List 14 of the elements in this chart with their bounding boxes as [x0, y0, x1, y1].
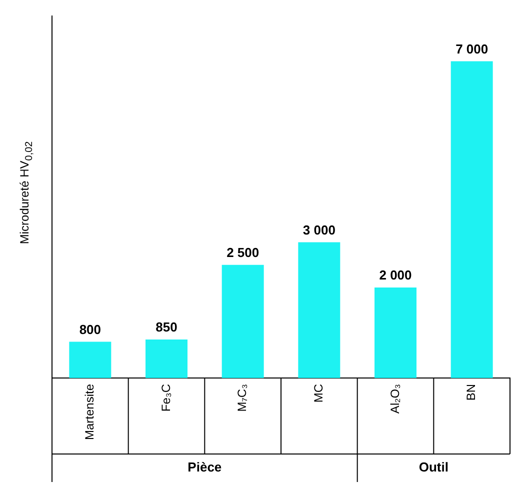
x-tick-label: Martensite	[82, 384, 96, 440]
data-label: 7 000	[456, 41, 488, 56]
text: Pièce	[188, 460, 222, 475]
x-tick-label: Fe₃C	[158, 384, 173, 412]
x-tick-label: MC	[311, 384, 326, 403]
text: Outil	[418, 460, 448, 475]
data-label: 2 000	[379, 268, 412, 283]
x-tick-label: BN	[464, 384, 478, 401]
x-tick-label: M₇C₃	[235, 384, 250, 412]
data-label: 800	[79, 322, 102, 337]
data-label: 850	[156, 320, 178, 335]
x-tick-label: Al₂O₃	[388, 384, 402, 414]
data-label: 3 000	[302, 222, 336, 238]
data-label: 2 500	[226, 244, 260, 260]
